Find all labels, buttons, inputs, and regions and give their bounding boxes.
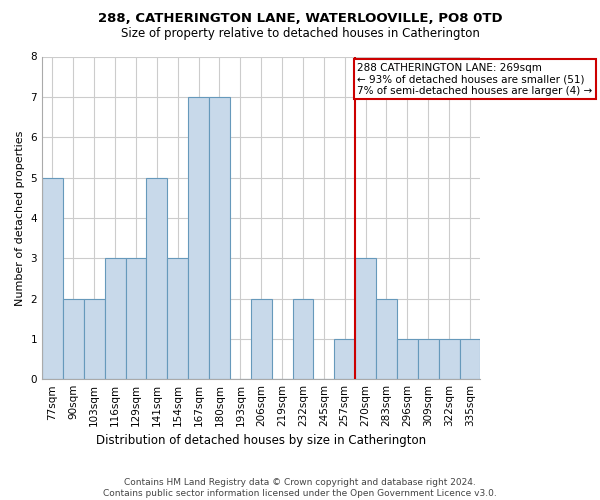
Bar <box>42 178 63 379</box>
Bar <box>209 97 230 379</box>
Bar <box>125 258 146 379</box>
Bar <box>334 339 355 379</box>
Bar <box>355 258 376 379</box>
X-axis label: Distribution of detached houses by size in Catherington: Distribution of detached houses by size … <box>96 434 426 448</box>
Text: 288 CATHERINGTON LANE: 269sqm
← 93% of detached houses are smaller (51)
7% of se: 288 CATHERINGTON LANE: 269sqm ← 93% of d… <box>357 62 592 96</box>
Bar <box>460 339 481 379</box>
Text: Contains HM Land Registry data © Crown copyright and database right 2024.
Contai: Contains HM Land Registry data © Crown c… <box>103 478 497 498</box>
Bar <box>104 258 125 379</box>
Bar <box>84 298 104 379</box>
Bar <box>376 298 397 379</box>
Bar <box>418 339 439 379</box>
Bar <box>188 97 209 379</box>
Bar <box>293 298 313 379</box>
Text: Size of property relative to detached houses in Catherington: Size of property relative to detached ho… <box>121 28 479 40</box>
Y-axis label: Number of detached properties: Number of detached properties <box>15 130 25 306</box>
Text: 288, CATHERINGTON LANE, WATERLOOVILLE, PO8 0TD: 288, CATHERINGTON LANE, WATERLOOVILLE, P… <box>98 12 502 26</box>
Bar <box>146 178 167 379</box>
Bar <box>251 298 272 379</box>
Bar <box>397 339 418 379</box>
Bar <box>439 339 460 379</box>
Bar <box>167 258 188 379</box>
Bar <box>63 298 84 379</box>
